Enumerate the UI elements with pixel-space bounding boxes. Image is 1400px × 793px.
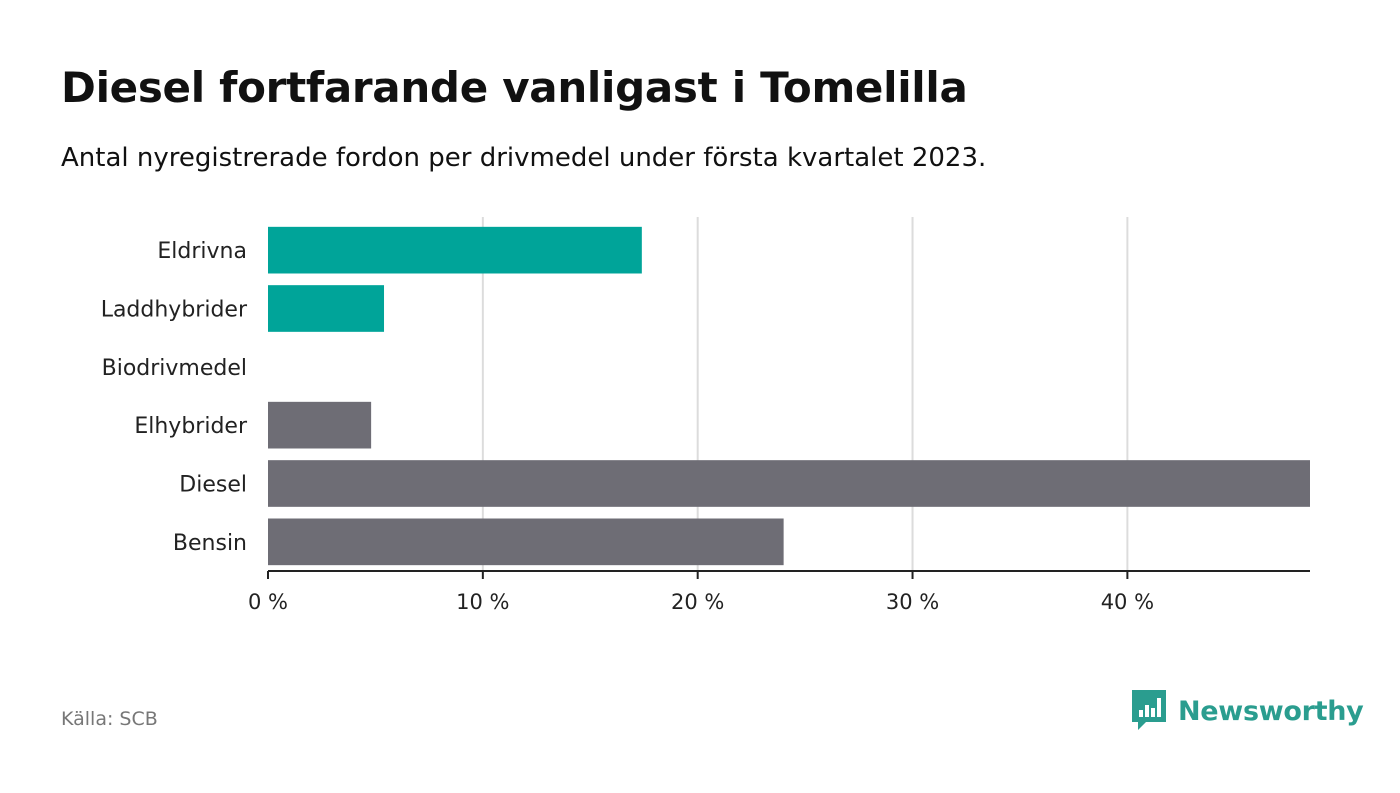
x-tick-label: 40 % — [1101, 590, 1154, 614]
category-label: Eldrivna — [157, 239, 247, 264]
category-label: Elhybrider — [134, 414, 248, 439]
category-labels: Eldrivna Laddhybrider Biodrivmedel Elhybrid… — [101, 239, 248, 556]
gridlines — [481, 217, 1129, 571]
bar — [268, 518, 784, 566]
chart-title: Diesel fortfarande vanligast i Tomelilla — [61, 63, 968, 112]
x-axis: 0 % 10 % 20 % 30 % 40 % — [248, 570, 1310, 614]
bar — [268, 285, 385, 332]
bar — [268, 401, 372, 449]
bar — [268, 460, 1310, 507]
category-label: Biodrivmedel — [102, 356, 247, 381]
x-tick-label: 30 % — [886, 590, 939, 614]
bar — [268, 226, 642, 274]
category-label: Diesel — [179, 473, 247, 498]
bar-chart: 0 % 10 % 20 % 30 % 40 % Eldrivna Laddhybrider… — [101, 217, 1310, 614]
chart-subtitle: Antal nyregistrerade fordon per drivmede… — [61, 143, 987, 173]
bar-chart-speech-bubble-icon — [1132, 690, 1166, 730]
category-label: Bensin — [173, 531, 247, 556]
category-label: Laddhybrider — [101, 298, 248, 323]
bars — [268, 226, 1310, 566]
logo-wordmark: Newsworthy — [1178, 696, 1364, 727]
x-tick-label: 20 % — [671, 590, 724, 614]
newsworthy-logo: Newsworthy — [1132, 690, 1364, 734]
source-note: Källa: SCB — [61, 708, 158, 730]
x-tick-label: 10 % — [456, 590, 509, 614]
x-tick-label: 0 % — [248, 590, 288, 614]
